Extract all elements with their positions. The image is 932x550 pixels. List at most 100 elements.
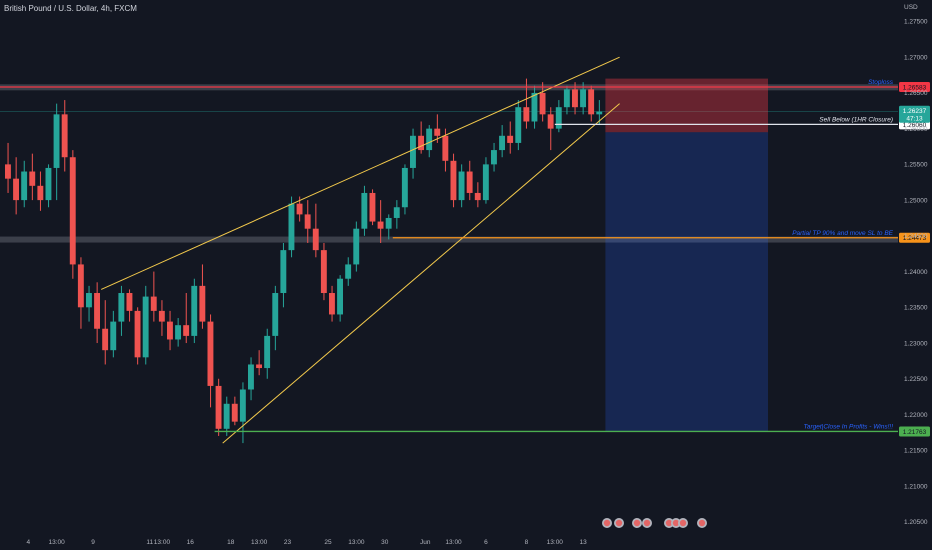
candle-body (45, 167, 52, 201)
time-tick-label: Jun (420, 539, 431, 546)
current-price-tag (899, 105, 930, 123)
trendlines (100, 56, 620, 444)
candle-body (21, 171, 28, 201)
candle-body (523, 107, 530, 122)
flag-event-icon-center (615, 519, 623, 527)
time-tick-label: 13:00 (154, 539, 171, 546)
candle-body (13, 178, 19, 201)
price-tick-label: 1.23000 (904, 340, 928, 347)
time-tick-label: 9 (91, 539, 95, 546)
candle-body (304, 214, 311, 229)
wedge-lower-trendline (222, 103, 620, 444)
candle-body (248, 364, 254, 390)
price-tick-label: 1.21000 (904, 483, 928, 490)
flag-event-icon-center (679, 519, 687, 527)
price-tick-label: 1.22000 (904, 412, 928, 419)
candle-body (134, 310, 141, 358)
price-tick-label: 1.24000 (904, 269, 928, 276)
candle-body (29, 171, 36, 186)
level-price-tag-text: 1.21763 (903, 429, 927, 436)
candle-body (482, 164, 489, 201)
candle-body (329, 293, 335, 315)
time-tick-label: 4 (26, 539, 30, 546)
candle-body (94, 293, 100, 329)
candle-body (223, 403, 230, 429)
price-tick-label: 1.22500 (904, 376, 928, 383)
candle-body (450, 160, 457, 201)
level-label: Stoploss (868, 79, 894, 86)
time-tick-label: 18 (227, 539, 235, 546)
candle-body (466, 171, 473, 193)
time-tick-label: 13:00 (49, 539, 66, 546)
price-tick-label: 1.24500 (904, 233, 928, 240)
level-label: Sell Below (1HR Closure) (819, 116, 893, 123)
candle-body (126, 293, 133, 311)
price-axis: USD 1.27500 1.27000 1.26500 1.26000 1.25500 1.… (899, 4, 930, 526)
candle-body (442, 135, 449, 161)
level-price-tag-text: 1.26060 (903, 122, 927, 129)
price-tick-label: 1.25000 (904, 197, 928, 204)
time-tick-label: 6 (484, 539, 488, 546)
price-tick-label: 1.26500 (904, 90, 928, 97)
price-tick-label: 1.20500 (904, 519, 928, 526)
time-tick-label: 13:00 (348, 539, 365, 546)
flag-event-icon-center (665, 519, 673, 527)
flag-event-icon-center (672, 519, 680, 527)
time-tick-label: 23 (284, 539, 292, 546)
candle-body (596, 111, 603, 115)
candle-body (377, 221, 384, 229)
time-tick-label: 13:00 (547, 539, 564, 546)
candle-body (175, 325, 181, 340)
time-axis: 4 13:00 9 11 13:00 16 18 13:00 23 25 13:00 30 Jun 13:… (26, 539, 587, 546)
currency-label: USD (904, 4, 918, 11)
candle-body (288, 203, 295, 251)
candle-body (280, 250, 287, 294)
candle-body (69, 157, 76, 265)
candle-body (426, 128, 433, 151)
candle-body (215, 385, 222, 429)
level-price-tag-text: 1.24473 (903, 235, 927, 242)
candle-body (53, 114, 60, 168)
time-tick-label: 11 (146, 539, 153, 546)
candle-body (158, 310, 165, 322)
candle-body (563, 89, 570, 108)
candle-body (320, 250, 327, 294)
flag-event-icon-center (698, 519, 706, 527)
candle-body (61, 114, 68, 158)
candle-body (5, 164, 11, 179)
price-tick-label: 1.27500 (904, 19, 928, 26)
flag-event-icon-center (643, 519, 651, 527)
candle-body (410, 135, 416, 168)
flag-event-icon-center (633, 519, 641, 527)
level-price-tag (899, 426, 930, 437)
candle-body (256, 364, 262, 369)
price-tick-label: 1.23500 (904, 305, 928, 312)
candle-body (458, 171, 465, 201)
candles (5, 78, 603, 444)
candle-body (118, 293, 125, 322)
candle-body (239, 389, 246, 422)
candle-body (272, 293, 279, 336)
candle-body (507, 135, 514, 143)
time-tick-label: 13:00 (445, 539, 462, 546)
candle-body (580, 89, 586, 108)
candle-body (474, 192, 481, 201)
price-tick-label: 1.26000 (904, 126, 928, 133)
current-price-value: 1.26237 (903, 108, 927, 115)
candle-body (337, 278, 343, 315)
candle-body (572, 89, 578, 108)
candle-body (207, 321, 214, 386)
candle-body (142, 296, 149, 358)
candle-body (588, 89, 595, 115)
wedge-upper-trendline (100, 56, 620, 290)
candle-body (531, 92, 538, 122)
countdown-value: 47:13 (906, 116, 923, 123)
candle-body (345, 264, 352, 279)
time-tick-label: 30 (381, 539, 389, 546)
level-price-tag (899, 81, 930, 92)
level-label: Partial TP 90% and move SL to BE (792, 230, 893, 237)
candle-body (385, 217, 392, 229)
price-tick-label: 1.25500 (904, 162, 928, 169)
candle-body (264, 335, 271, 369)
